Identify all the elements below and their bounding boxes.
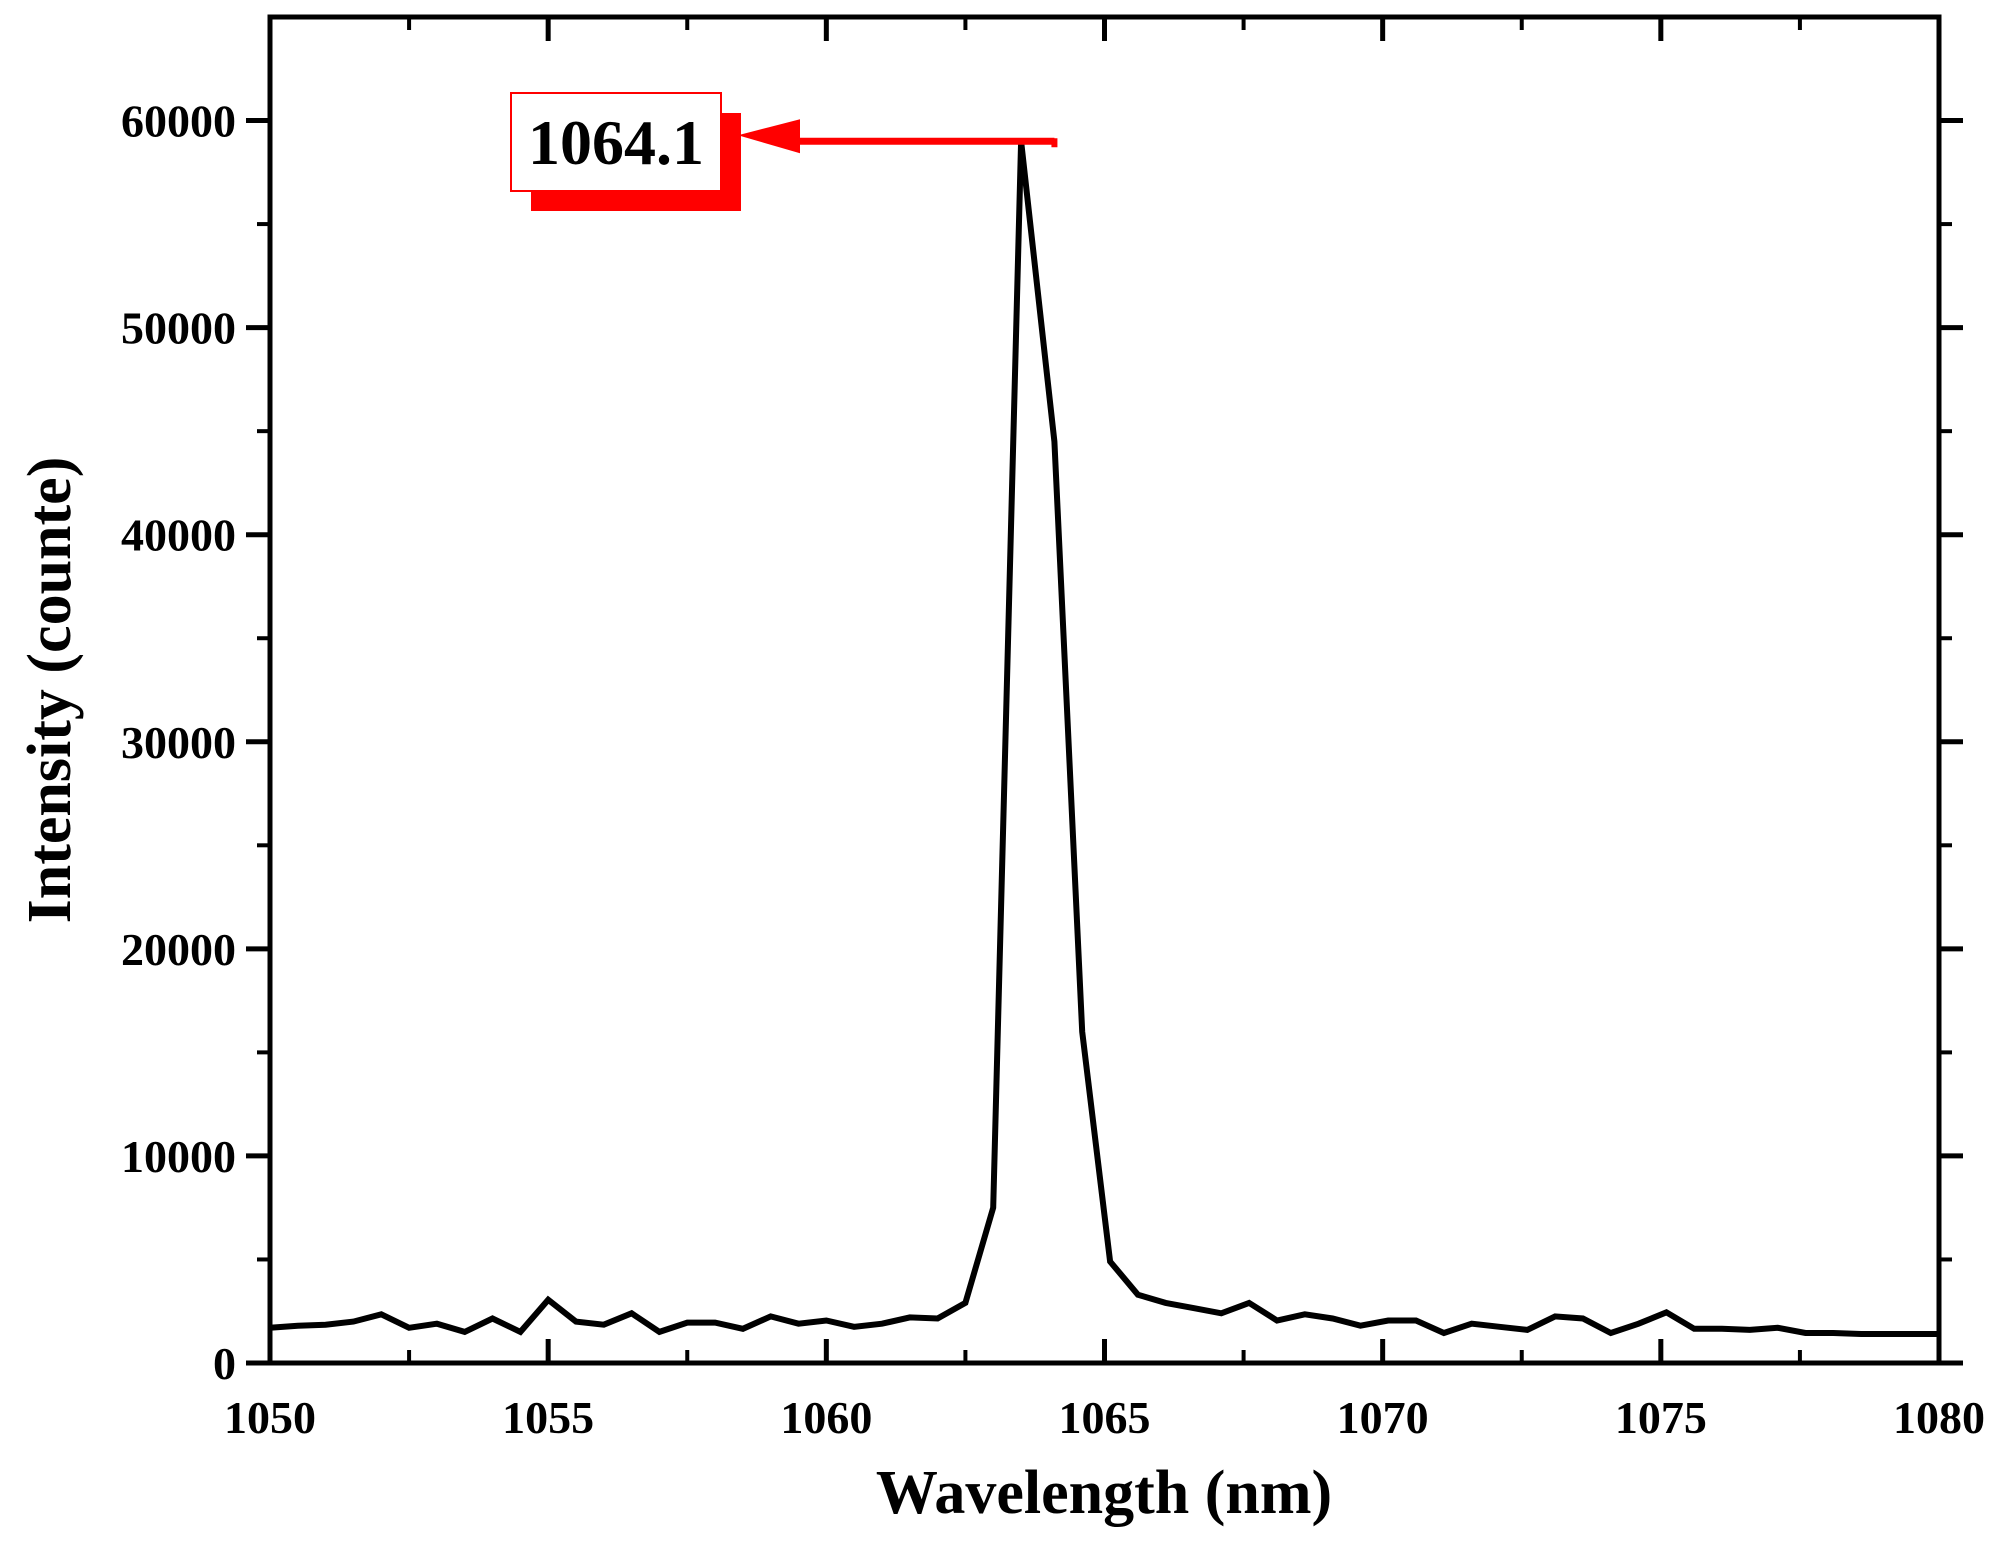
y-tick-label: 60000 <box>121 96 236 147</box>
x-tick-label: 1050 <box>224 1392 316 1443</box>
y-tick-labels: 0 10000 20000 30000 40000 50000 60000 <box>121 96 236 1389</box>
y-tick-label: 10000 <box>121 1131 236 1182</box>
annotation-layer: 1064.1 <box>510 92 1058 211</box>
y-tick-label: 0 <box>213 1338 236 1389</box>
x-tick-label: 1065 <box>1059 1392 1151 1443</box>
annotation-box <box>510 92 722 192</box>
x-tick-label: 1060 <box>780 1392 872 1443</box>
series-layer <box>269 140 1939 1337</box>
annotation-arrow-head <box>738 119 800 154</box>
plot-frame <box>267 14 1942 1366</box>
minor-ticks <box>257 17 1952 1363</box>
x-axis-title: Wavelength (nm) <box>876 1459 1332 1527</box>
x-tick-label: 1075 <box>1615 1392 1707 1443</box>
x-tick-label: 1055 <box>502 1392 594 1443</box>
series-line <box>269 140 1939 1337</box>
y-tick-label: 50000 <box>121 303 236 354</box>
y-axis-title: Intensity (counte) <box>16 457 84 924</box>
y-tick-label: 30000 <box>121 717 236 768</box>
x-tick-labels: 1050 1055 1060 1065 1070 1075 1080 <box>224 1392 1985 1443</box>
y-tick-label: 40000 <box>121 510 236 561</box>
annotation-label: 1064.1 <box>528 107 704 178</box>
y-tick-label: 20000 <box>121 924 236 975</box>
major-ticks <box>246 17 1963 1366</box>
x-tick-label: 1080 <box>1893 1392 1985 1443</box>
x-tick-label: 1070 <box>1337 1392 1429 1443</box>
